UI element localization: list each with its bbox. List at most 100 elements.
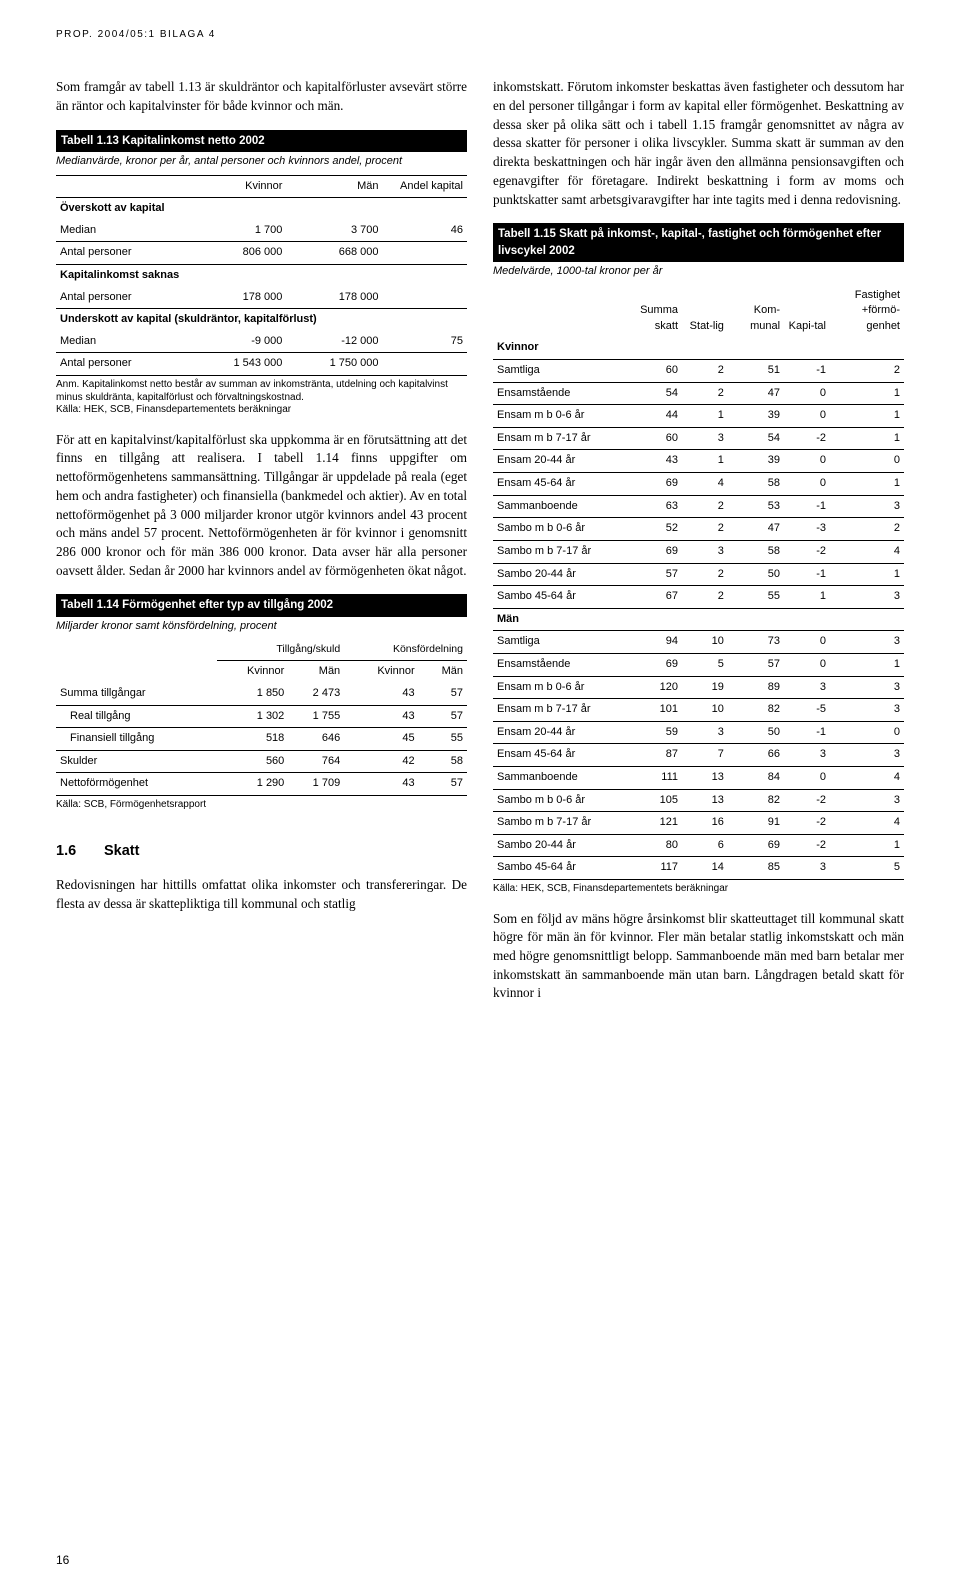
table-cell: Sambo 45-64 år xyxy=(493,857,623,879)
table-cell: 0 xyxy=(784,473,830,496)
table-cell: 3 xyxy=(784,857,830,879)
table-cell: -2 xyxy=(784,789,830,812)
table-cell: -2 xyxy=(784,812,830,835)
table-cell: 43 xyxy=(344,705,418,728)
table-cell: -12 000 xyxy=(286,331,382,353)
table-cell: 4 xyxy=(682,473,728,496)
table-cell: Ensam 20-44 år xyxy=(493,450,623,473)
table-cell: 1 xyxy=(682,405,728,428)
t13-col-1: Kvinnor xyxy=(190,175,286,198)
section-title: Skatt xyxy=(104,843,139,859)
table-cell: 5 xyxy=(682,653,728,676)
table-cell: 57 xyxy=(419,683,467,705)
table-cell: 105 xyxy=(623,789,682,812)
t14-c1: Kvinnor xyxy=(217,661,288,683)
table-cell: 1 xyxy=(830,427,904,450)
running-header: PROP. 2004/05:1 BILAGA 4 xyxy=(56,28,904,42)
table-cell: 4 xyxy=(830,767,904,790)
t15-c4: Kapi-tal xyxy=(784,285,830,338)
table-cell: Ensam m b 0-6 år xyxy=(493,405,623,428)
table-cell: 94 xyxy=(623,631,682,654)
table-cell xyxy=(383,287,467,309)
t13-col-2: Män xyxy=(286,175,382,198)
table-cell: 1 xyxy=(830,834,904,857)
table-cell: Ensamstående xyxy=(493,653,623,676)
table-cell: 69 xyxy=(623,540,682,563)
table-cell: -1 xyxy=(784,721,830,744)
table-cell: Sambo 20-44 år xyxy=(493,834,623,857)
table-cell: 4 xyxy=(830,812,904,835)
table-cell: 10 xyxy=(682,631,728,654)
table-cell: Ensam m b 7-17 år xyxy=(493,699,623,722)
table-cell: Summa tillgångar xyxy=(56,683,217,705)
table-cell: 1 302 xyxy=(217,705,288,728)
table-cell xyxy=(383,353,467,375)
table-cell: 2 xyxy=(682,495,728,518)
table-cell: 1 xyxy=(830,382,904,405)
table-cell: Ensam 45-64 år xyxy=(493,473,623,496)
table-1-13-title: Tabell 1.13 Kapitalinkomst netto 2002 xyxy=(56,130,467,152)
table-cell: 5 xyxy=(830,857,904,879)
table-cell: 3 xyxy=(830,495,904,518)
section-number: 1.6 xyxy=(56,841,104,862)
table-cell: Median xyxy=(56,220,190,242)
table-cell: 2 xyxy=(682,518,728,541)
t14-group-2: Könsfördelning xyxy=(344,639,467,660)
t15-section-head: Kvinnor xyxy=(493,337,904,359)
table-cell: 111 xyxy=(623,767,682,790)
table-cell: -1 xyxy=(784,563,830,586)
table-cell: 1 850 xyxy=(217,683,288,705)
table-cell: 120 xyxy=(623,676,682,699)
table-cell: 54 xyxy=(728,427,784,450)
table-cell: 19 xyxy=(682,676,728,699)
table-cell: 55 xyxy=(419,728,467,751)
table-cell: -2 xyxy=(784,540,830,563)
right-bottom-paragraph: Som en följd av mäns högre årsinkomst bl… xyxy=(493,910,904,1004)
table-cell: 50 xyxy=(728,563,784,586)
table-cell: Real tillgång xyxy=(56,705,217,728)
table-1-13-note: Anm. Kapitalinkomst netto består av summ… xyxy=(56,375,467,417)
table-cell: 1 290 xyxy=(217,773,288,795)
table-cell: 69 xyxy=(623,653,682,676)
table-cell: Nettoförmögenhet xyxy=(56,773,217,795)
table-cell: 6 xyxy=(682,834,728,857)
intro-paragraph: Som framgår av tabell 1.13 är skuldränto… xyxy=(56,78,467,115)
skatt-paragraph: Redovisningen har hittills omfattat olik… xyxy=(56,876,467,913)
table-cell: 73 xyxy=(728,631,784,654)
table-cell: 2 xyxy=(682,563,728,586)
table-cell: 43 xyxy=(344,773,418,795)
table-cell: Sammanboende xyxy=(493,495,623,518)
table-cell: -3 xyxy=(784,518,830,541)
table-cell: 3 xyxy=(784,676,830,699)
table-1-13-subtitle: Medianvärde, kronor per år, antal person… xyxy=(56,152,467,175)
table-cell: Ensam m b 0-6 år xyxy=(493,676,623,699)
table-cell: 63 xyxy=(623,495,682,518)
mid-paragraph: För att en kapitalvinst/kapitalförlust s… xyxy=(56,431,467,581)
table-cell: 117 xyxy=(623,857,682,879)
table-cell: 13 xyxy=(682,767,728,790)
table-cell: 69 xyxy=(623,473,682,496)
table-cell: 2 xyxy=(682,360,728,383)
table-cell: 60 xyxy=(623,360,682,383)
table-cell: 2 xyxy=(830,518,904,541)
table-cell: 0 xyxy=(830,450,904,473)
t13-col-3: Andel kapital xyxy=(383,175,467,198)
table-cell: 57 xyxy=(623,563,682,586)
table-cell: 58 xyxy=(728,473,784,496)
table-cell: Ensamstående xyxy=(493,382,623,405)
table-cell: 45 xyxy=(344,728,418,751)
table-cell: 58 xyxy=(419,750,467,773)
table-cell: 646 xyxy=(288,728,344,751)
t14-c3: Kvinnor xyxy=(344,661,418,683)
t15-c5: Fastighet +förmö-genhet xyxy=(830,285,904,338)
table-cell: 3 xyxy=(830,676,904,699)
table-cell: Skulder xyxy=(56,750,217,773)
table-cell: 51 xyxy=(728,360,784,383)
table-1-14: Tillgång/skuld Könsfördelning Kvinnor Mä… xyxy=(56,639,467,795)
table-cell: 0 xyxy=(784,631,830,654)
table-1-14-title: Tabell 1.14 Förmögenhet efter typ av til… xyxy=(56,594,467,616)
page-number: 16 xyxy=(56,1552,69,1569)
table-cell: 89 xyxy=(728,676,784,699)
right-column: inkomstskatt. Förutom inkomster beskatta… xyxy=(493,70,904,1017)
table-cell: 47 xyxy=(728,518,784,541)
